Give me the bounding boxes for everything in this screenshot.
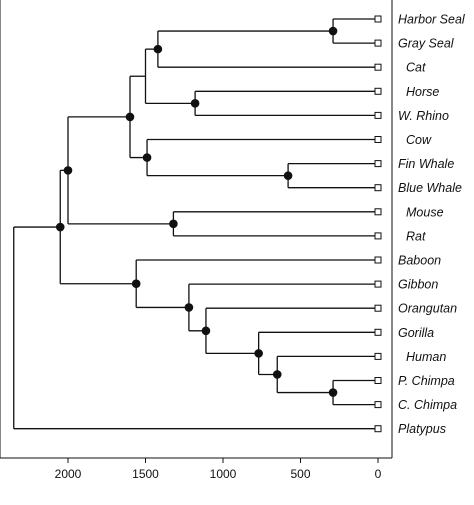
tip-marker: [374, 208, 382, 216]
tip-marker: [374, 39, 382, 47]
internal-node-1: [328, 26, 338, 36]
taxon-label-mouse: Mouse: [406, 205, 444, 219]
taxon-label-fin-whale: Fin Whale: [398, 157, 454, 171]
internal-node-markers: [55, 26, 338, 397]
taxon-label-rat: Rat: [406, 229, 426, 243]
x-tick-label: 1500: [132, 467, 159, 481]
tip-marker: [374, 328, 382, 336]
taxon-label-platypus: Platypus: [398, 422, 446, 436]
tip-markers: [374, 15, 382, 433]
internal-node-12: [201, 326, 211, 336]
taxon-label-blue-whale: Blue Whale: [398, 181, 462, 195]
internal-node-14: [131, 279, 141, 289]
taxon-label-cow: Cow: [406, 133, 432, 147]
internal-node-3: [190, 99, 200, 108]
internal-node-9: [328, 388, 338, 397]
tip-marker: [374, 377, 382, 384]
internal-node-4: [283, 171, 293, 180]
tip-marker: [374, 15, 382, 23]
internal-node-7: [169, 219, 178, 229]
tip-marker: [374, 304, 382, 312]
taxon-label-harbor-seal: Harbor Seal: [398, 13, 466, 27]
x-axis: 2000 1500 1000 500 0: [55, 458, 382, 481]
tip-marker: [374, 87, 382, 95]
tip-marker: [374, 136, 382, 143]
taxon-labels: Harbor Seal Gray Seal Cat Horse W. Rhino Cow F…: [398, 13, 466, 437]
x-tick-label: 500: [290, 467, 310, 481]
branch-lines: [13, 18, 378, 430]
internal-node-5: [142, 153, 152, 162]
taxon-label-gray-seal: Gray Seal: [398, 37, 455, 51]
tip-marker: [374, 280, 382, 288]
tip-marker: [374, 184, 382, 192]
taxon-label-horse: Horse: [406, 85, 439, 99]
x-tick-label: 1000: [210, 467, 237, 481]
internal-node-8: [63, 166, 73, 175]
internal-node-6: [125, 112, 135, 122]
internal-node-2: [153, 44, 163, 54]
internal-node-11: [254, 349, 263, 358]
taxon-label-w-rhino: W. Rhino: [398, 109, 449, 123]
internal-node-10: [272, 370, 282, 379]
tip-marker: [374, 111, 382, 119]
taxon-label-c-chimpa: C. Chimpa: [398, 398, 457, 412]
taxon-label-orangutan: Orangutan: [398, 302, 457, 316]
taxon-label-cat: Cat: [406, 61, 426, 75]
taxon-label-gorilla: Gorilla: [398, 326, 434, 340]
tip-marker: [374, 352, 382, 360]
taxon-label-p-chimpa: P. Chimpa: [398, 374, 455, 388]
tip-marker: [374, 232, 382, 240]
taxon-label-human: Human: [406, 350, 446, 364]
tip-marker: [374, 256, 382, 264]
internal-node-13: [184, 303, 194, 312]
tip-marker: [374, 425, 382, 433]
x-tick-label: 2000: [55, 467, 82, 481]
tip-marker: [374, 63, 382, 71]
taxon-label-baboon: Baboon: [398, 254, 441, 268]
internal-node-15: [55, 222, 65, 232]
tip-marker: [374, 160, 382, 168]
tip-marker: [374, 401, 382, 409]
taxon-label-gibbon: Gibbon: [398, 278, 438, 292]
x-tick-label: 0: [375, 467, 382, 481]
